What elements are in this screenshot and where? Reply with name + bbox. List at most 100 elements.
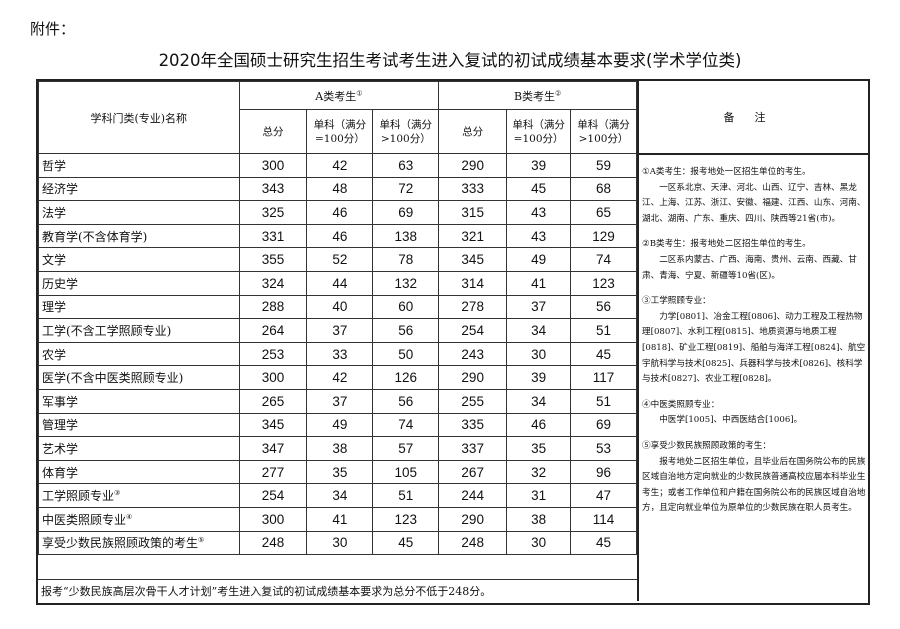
score-b-2: 47 xyxy=(570,483,637,508)
score-a-1: 33 xyxy=(306,341,374,367)
score-a-2: 78 xyxy=(372,247,440,272)
note-item: ⑤享受少数民族照顾政策的考生： 报考地处二区招生单位，且毕业后在国务院公布的民族区… xyxy=(639,439,870,517)
footer-note: 报考“少数民族高层次骨干人才计划”考生进入复试的初试成绩基本要求为总分不低于24… xyxy=(38,579,637,603)
score-b-2: 123 xyxy=(570,270,637,296)
header-a-single-gt100: 单科（满分>100分） xyxy=(372,109,440,154)
score-a-1: 42 xyxy=(306,365,374,390)
subject-label: 历史学 xyxy=(42,276,79,291)
score-b-2: 129 xyxy=(570,223,637,249)
subject-label: 哲学 xyxy=(42,158,67,173)
table-row: 军事学 265 37 56 255 34 51 xyxy=(38,388,637,414)
score-a-2: 138 xyxy=(372,223,440,249)
table-row: 中医类照顾专业④ 300 41 123 290 38 114 xyxy=(38,506,637,532)
group-b-label: B类考生 xyxy=(513,89,556,103)
header-b-single-gt100: 单科（满分>100分） xyxy=(570,109,637,154)
score-b-2: 69 xyxy=(570,412,637,438)
score-b-2: 96 xyxy=(570,459,637,485)
score-a-1: 46 xyxy=(306,223,374,249)
subject-name: 经济学 xyxy=(38,176,240,202)
subject-name: 工学照顾专业③ xyxy=(38,483,240,508)
table-row: 教育学(不含体育学) 331 46 138 321 43 129 xyxy=(38,223,637,249)
score-b-1: 30 xyxy=(506,530,572,556)
score-a-2: 105 xyxy=(372,459,440,485)
score-b-1: 43 xyxy=(506,200,572,225)
score-b-2: 45 xyxy=(570,341,637,367)
subject-name: 管理学 xyxy=(38,412,240,438)
note-body: 中医学[1005]、中西医结合[1006]。 xyxy=(659,415,803,426)
score-a-0: 254 xyxy=(238,483,308,508)
note-item: ②B类考生：报考地处二区招生单位的考生。 二区系内蒙古、广西、海南、贵州、云南、西… xyxy=(639,237,870,284)
note-body: 二区系内蒙古、广西、海南、贵州、云南、西藏、甘肃、青海、宁夏、新疆等10省(区)… xyxy=(642,254,857,281)
score-b-1: 45 xyxy=(506,176,572,202)
score-a-2: 123 xyxy=(372,506,440,532)
score-a-1: 44 xyxy=(306,270,374,296)
score-a-0: 265 xyxy=(238,388,308,414)
score-b-1: 30 xyxy=(506,341,572,367)
score-a-2: 51 xyxy=(372,483,440,508)
score-a-1: 37 xyxy=(306,318,374,343)
note-item: ③工学照顾专业： 力学[0801]、冶金工程[0806]、动力工程及工程热物理[0… xyxy=(639,294,870,388)
score-a-1: 41 xyxy=(306,506,374,532)
score-a-1: 49 xyxy=(306,412,374,438)
subject-name: 法学 xyxy=(38,200,240,225)
score-table-container: 学科门类(专业)名称 A类考生① B类考生② 总分 单科（满分=100分） 单科… xyxy=(36,79,870,605)
score-a-0: 253 xyxy=(238,341,308,367)
subject-name: 哲学 xyxy=(38,153,240,178)
score-b-0: 290 xyxy=(438,506,508,532)
subject-label: 管理学 xyxy=(42,418,79,433)
subject-name: 农学 xyxy=(38,341,240,367)
score-a-0: 300 xyxy=(238,365,308,390)
score-a-1: 40 xyxy=(306,294,374,320)
group-b-sup: ② xyxy=(555,88,562,97)
score-b-2: 114 xyxy=(570,506,637,532)
score-b-0: 337 xyxy=(438,436,508,461)
note-item: ④中医类照顾专业： 中医学[1005]、中西医结合[1006]。 xyxy=(639,398,870,429)
score-a-1: 42 xyxy=(306,153,374,178)
score-b-0: 333 xyxy=(438,176,508,202)
note-item: ①A类考生：报考地处一区招生单位的考生。 一区系北京、天津、河北、山西、辽宁、吉林… xyxy=(639,165,870,227)
score-a-2: 56 xyxy=(372,388,440,414)
score-b-0: 244 xyxy=(438,483,508,508)
table-row: 工学(不含工学照顾专业) 264 37 56 254 34 51 xyxy=(38,318,637,343)
score-a-0: 288 xyxy=(238,294,308,320)
score-a-0: 331 xyxy=(238,223,308,249)
score-a-0: 355 xyxy=(238,247,308,272)
score-b-1: 39 xyxy=(506,153,572,178)
score-a-2: 45 xyxy=(372,530,440,556)
score-b-1: 34 xyxy=(506,388,572,414)
score-b-1: 37 xyxy=(506,294,572,320)
score-b-1: 43 xyxy=(506,223,572,249)
score-a-2: 132 xyxy=(372,270,440,296)
group-a-sup: ① xyxy=(356,88,363,97)
score-a-0: 345 xyxy=(238,412,308,438)
score-a-0: 324 xyxy=(238,270,308,296)
score-a-0: 264 xyxy=(238,318,308,343)
score-b-0: 321 xyxy=(438,223,508,249)
subject-label: 中医类照顾专业 xyxy=(42,512,127,527)
score-a-1: 38 xyxy=(306,436,374,461)
score-b-0: 290 xyxy=(438,365,508,390)
subject-label: 艺术学 xyxy=(42,441,79,456)
score-b-2: 68 xyxy=(570,176,637,202)
table-row: 农学 253 33 50 243 30 45 xyxy=(38,341,637,367)
subject-name: 工学(不含工学照顾专业) xyxy=(38,318,240,343)
score-b-2: 74 xyxy=(570,247,637,272)
subject-sup: ③ xyxy=(114,489,121,498)
subject-label: 体育学 xyxy=(42,465,79,480)
note-body: 报考地处二区招生单位，且毕业后在国务院公布的民族区域自治地方定向就业的少数民族普… xyxy=(642,456,866,514)
score-a-1: 48 xyxy=(306,176,374,202)
score-a-0: 248 xyxy=(238,530,308,556)
subject-label: 经济学 xyxy=(42,182,79,197)
header-name: 学科门类(专业)名称 xyxy=(38,81,240,154)
score-a-2: 57 xyxy=(372,436,440,461)
table-row: 体育学 277 35 105 267 32 96 xyxy=(38,459,637,485)
group-a-label: A类考生 xyxy=(315,89,357,103)
header-b-total: 总分 xyxy=(438,109,508,154)
score-b-0: 243 xyxy=(438,341,508,367)
score-b-0: 335 xyxy=(438,412,508,438)
table-row: 法学 325 46 69 315 43 65 xyxy=(38,200,637,225)
subject-label: 医学(不含中医类照顾专业) xyxy=(42,371,184,386)
score-a-2: 63 xyxy=(372,153,440,178)
subject-label: 享受少数民族照顾政策的考生 xyxy=(42,536,199,551)
score-b-0: 315 xyxy=(438,200,508,225)
